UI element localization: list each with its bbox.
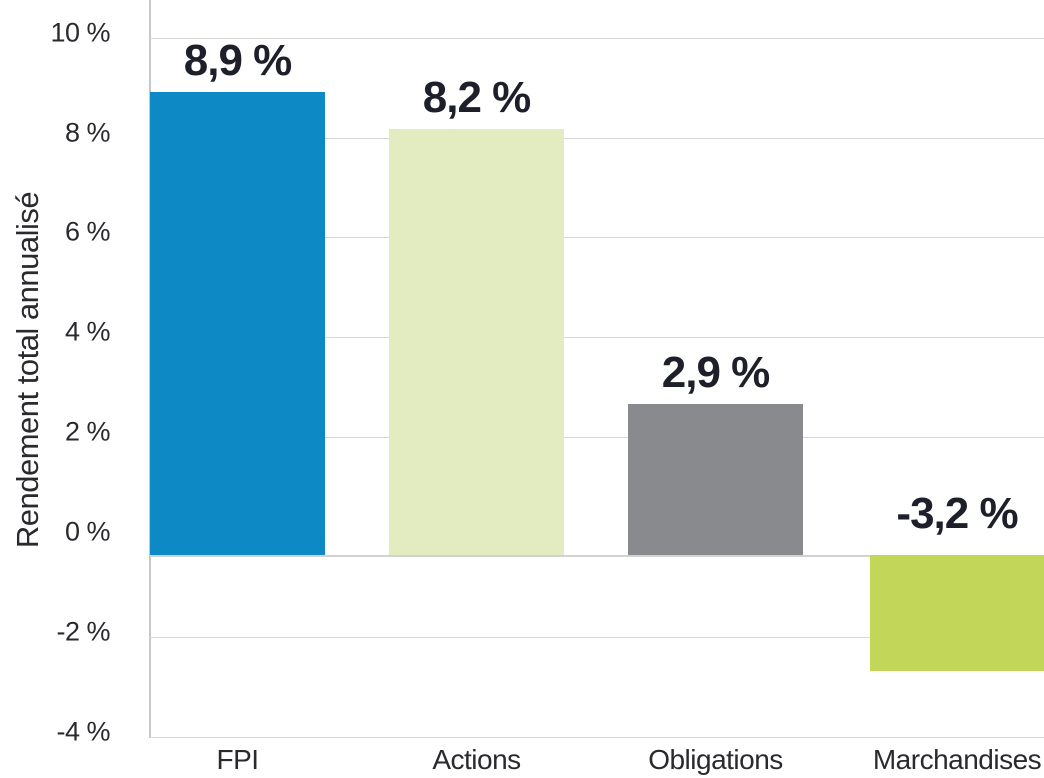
- gridline: [150, 38, 1044, 39]
- gridline: [150, 437, 1044, 438]
- category-label: Actions: [432, 744, 521, 775]
- category-label: Obligations: [648, 744, 783, 775]
- bar-actions: [389, 129, 564, 555]
- y-tick-label: -4 %: [56, 716, 110, 747]
- gridline: [150, 138, 1044, 139]
- bar-value-label: 2,9 %: [661, 348, 771, 397]
- gridline: [150, 637, 1044, 638]
- y-tick-label: 6 %: [64, 216, 111, 247]
- y-tick-label: 2 %: [64, 416, 111, 447]
- bar-value-label: 8,2 %: [422, 73, 532, 122]
- y-tick-label: 4 %: [64, 316, 111, 347]
- y-tick-label: 8 %: [64, 117, 111, 148]
- category-label: FPI: [216, 744, 259, 775]
- gridline: [150, 237, 1044, 238]
- y-tick-label: 10 %: [50, 17, 110, 48]
- bar-value-label: 8,9 %: [183, 36, 293, 85]
- bar-fpi: [150, 92, 325, 555]
- bar-value-label: -3,2 %: [896, 489, 1018, 538]
- y-tick-label: -2 %: [56, 616, 110, 647]
- y-tick-label: 0 %: [64, 516, 111, 547]
- bar-marchandises: [870, 555, 1044, 671]
- gridline: [150, 737, 1044, 738]
- x-axis-line: [150, 555, 1044, 557]
- category-label: Marchandises: [872, 744, 1042, 775]
- bar-obligations: [628, 404, 803, 555]
- gridline: [150, 337, 1044, 338]
